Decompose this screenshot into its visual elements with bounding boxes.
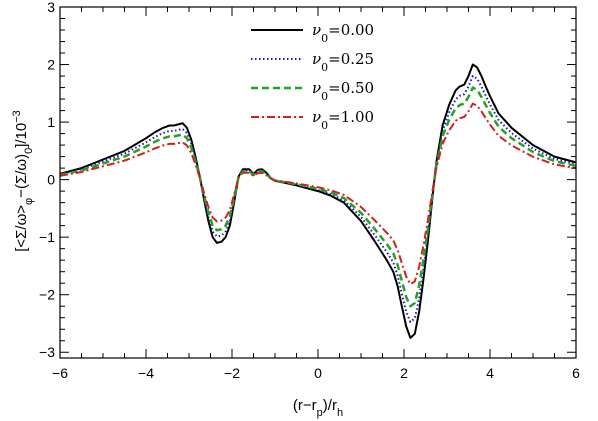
y-tick-label: −1 [39, 229, 55, 245]
y-tick-label: 2 [47, 57, 55, 73]
legend: ν0=0.00 ν0=0.25 ν0=0.50 ν0=1.00 [251, 21, 374, 132]
x-axis-title: (r−rp)/rh [293, 397, 343, 419]
y-tick-label: −2 [39, 287, 55, 303]
x-tick-label: 4 [486, 365, 494, 381]
x-tick-label: −4 [138, 365, 154, 381]
y-axis-title: [<Σ/ω>φ−(Σ/ω)0]/10−3 [11, 110, 35, 252]
x-tick-label: −2 [224, 365, 240, 381]
x-tick-label: 0 [314, 365, 322, 381]
x-tick-label: 2 [400, 365, 408, 381]
x-tick-label: −6 [52, 365, 68, 381]
chart-curves [59, 63, 577, 339]
series-line-0 [59, 63, 577, 339]
y-tick-label: 0 [47, 172, 55, 188]
legend-label-2: ν0=0.50 [312, 79, 374, 103]
y-tick-label: 1 [47, 114, 55, 130]
axis-ticks [59, 6, 577, 358]
legend-label-0: ν0=0.00 [312, 21, 374, 45]
y-tick-label: 3 [47, 0, 55, 15]
legend-label-1: ν0=0.25 [312, 50, 374, 74]
y-tick-label: −3 [39, 344, 55, 360]
tick-labels: −6 −4 −2 0 2 4 6 −3 −2 −1 0 1 2 3 [39, 0, 580, 381]
series-line-1 [59, 75, 577, 323]
legend-label-3: ν0=1.00 [312, 108, 374, 132]
series-line-3 [59, 102, 577, 286]
x-tick-label: 6 [572, 365, 580, 381]
